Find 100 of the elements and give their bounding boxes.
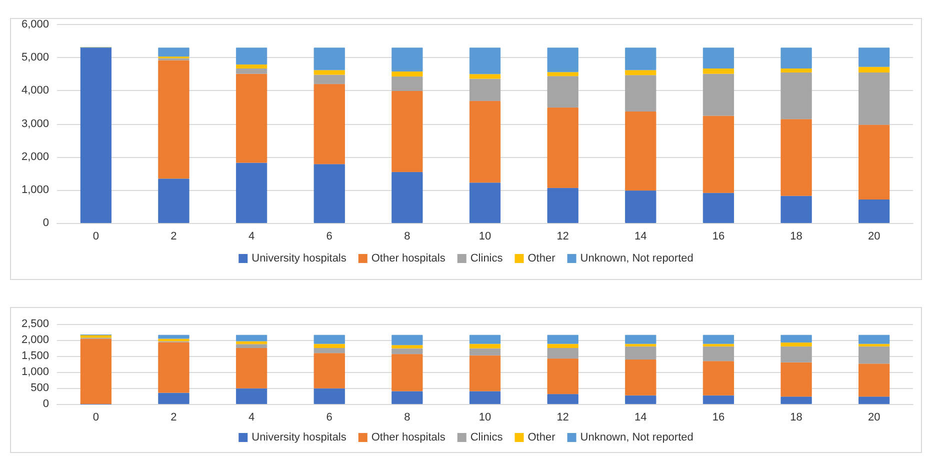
y-tick-label: 2,000: [21, 150, 49, 163]
y-tick-label: 500: [30, 382, 49, 394]
bar: [392, 391, 423, 404]
bar: [858, 200, 890, 223]
y-tick-label: 5,000: [21, 52, 49, 64]
y-tick-label: 3,000: [21, 118, 49, 130]
bar: [236, 344, 268, 348]
bar: [780, 68, 812, 72]
bar: [625, 48, 656, 70]
bar: [702, 48, 734, 68]
bar: [469, 355, 501, 392]
bar: [314, 344, 345, 348]
bar: [858, 124, 890, 200]
bar: [780, 334, 812, 343]
x-tick-label: 6: [326, 412, 332, 424]
legend-label: Other: [528, 432, 556, 444]
x-tick-label: 12: [556, 230, 569, 242]
bar: [80, 338, 112, 404]
bar: [547, 394, 578, 404]
legend-label: Clinics: [470, 252, 504, 264]
x-tick-label: 12: [556, 412, 569, 424]
bar: [702, 344, 734, 346]
bar: [780, 346, 812, 362]
bar: [547, 48, 578, 72]
x-tick-label: 16: [712, 230, 725, 242]
bar: [80, 48, 112, 223]
bar: [780, 196, 812, 223]
y-tick-label: 6,000: [21, 18, 49, 30]
legend-label: University hospitals: [252, 252, 347, 264]
x-tick-label: 0: [92, 230, 99, 242]
legend-label: Other hospitals: [371, 252, 446, 264]
bar: [236, 74, 268, 163]
legend-label: Unknown, Not reported: [580, 432, 694, 444]
bar: [547, 358, 578, 394]
bar: [392, 345, 423, 348]
bar: [469, 74, 501, 79]
bar: [625, 395, 656, 404]
bar: [392, 48, 423, 72]
x-tick-label: 18: [790, 412, 802, 424]
x-tick-label: 4: [248, 412, 255, 424]
bar: [314, 348, 345, 354]
bar: [469, 348, 501, 356]
bar: [469, 344, 501, 348]
bar: [392, 354, 423, 392]
y-tick-label: 4,000: [21, 84, 49, 97]
bar: [547, 344, 578, 348]
bar: [858, 334, 890, 344]
y-tick-label: 0: [42, 217, 49, 229]
bar: [625, 344, 656, 346]
bar: [625, 75, 656, 112]
bar: [236, 334, 268, 342]
bar: [236, 348, 268, 388]
x-tick-label: 6: [326, 230, 332, 242]
bar: [158, 338, 190, 342]
bar: [392, 334, 423, 346]
bar: [702, 334, 734, 344]
bar: [625, 112, 656, 191]
bar: [858, 344, 890, 346]
y-tick-label: 1,000: [21, 366, 49, 378]
x-tick-label: 16: [712, 412, 725, 424]
bar: [314, 388, 345, 404]
bar: [314, 70, 345, 75]
bar: [314, 164, 345, 223]
legend-label: Other hospitals: [371, 432, 446, 444]
x-tick-label: 2: [170, 412, 177, 424]
bar: [392, 172, 423, 223]
x-tick-label: 20: [868, 230, 880, 242]
bar: [780, 48, 812, 68]
bar: [702, 192, 734, 223]
bar: [547, 108, 578, 188]
bar: [780, 362, 812, 397]
bar: [392, 71, 423, 76]
y-tick-label: 1,500: [21, 350, 49, 362]
bar: [236, 64, 268, 68]
bar: [625, 70, 656, 76]
bar: [469, 334, 501, 344]
bar: [858, 364, 890, 397]
bar: [469, 100, 501, 183]
bar: [236, 48, 268, 65]
x-tick-label: 14: [634, 230, 647, 242]
bar: [469, 48, 501, 74]
bar: [158, 48, 190, 57]
bar: [702, 68, 734, 74]
bar: [236, 68, 268, 74]
bar: [702, 74, 734, 116]
bar: [702, 395, 734, 404]
bar: [858, 48, 890, 67]
bar: [158, 334, 190, 339]
bar: [547, 334, 578, 344]
bar: [314, 353, 345, 388]
bar: [780, 342, 812, 346]
x-tick-label: 0: [92, 412, 99, 424]
bar: [702, 361, 734, 396]
bar: [547, 348, 578, 359]
bar: [625, 360, 656, 396]
bar: [858, 66, 890, 72]
bar: [780, 72, 812, 120]
bar: [625, 346, 656, 360]
y-tick-label: 2,000: [21, 334, 49, 346]
bar: [625, 334, 656, 344]
